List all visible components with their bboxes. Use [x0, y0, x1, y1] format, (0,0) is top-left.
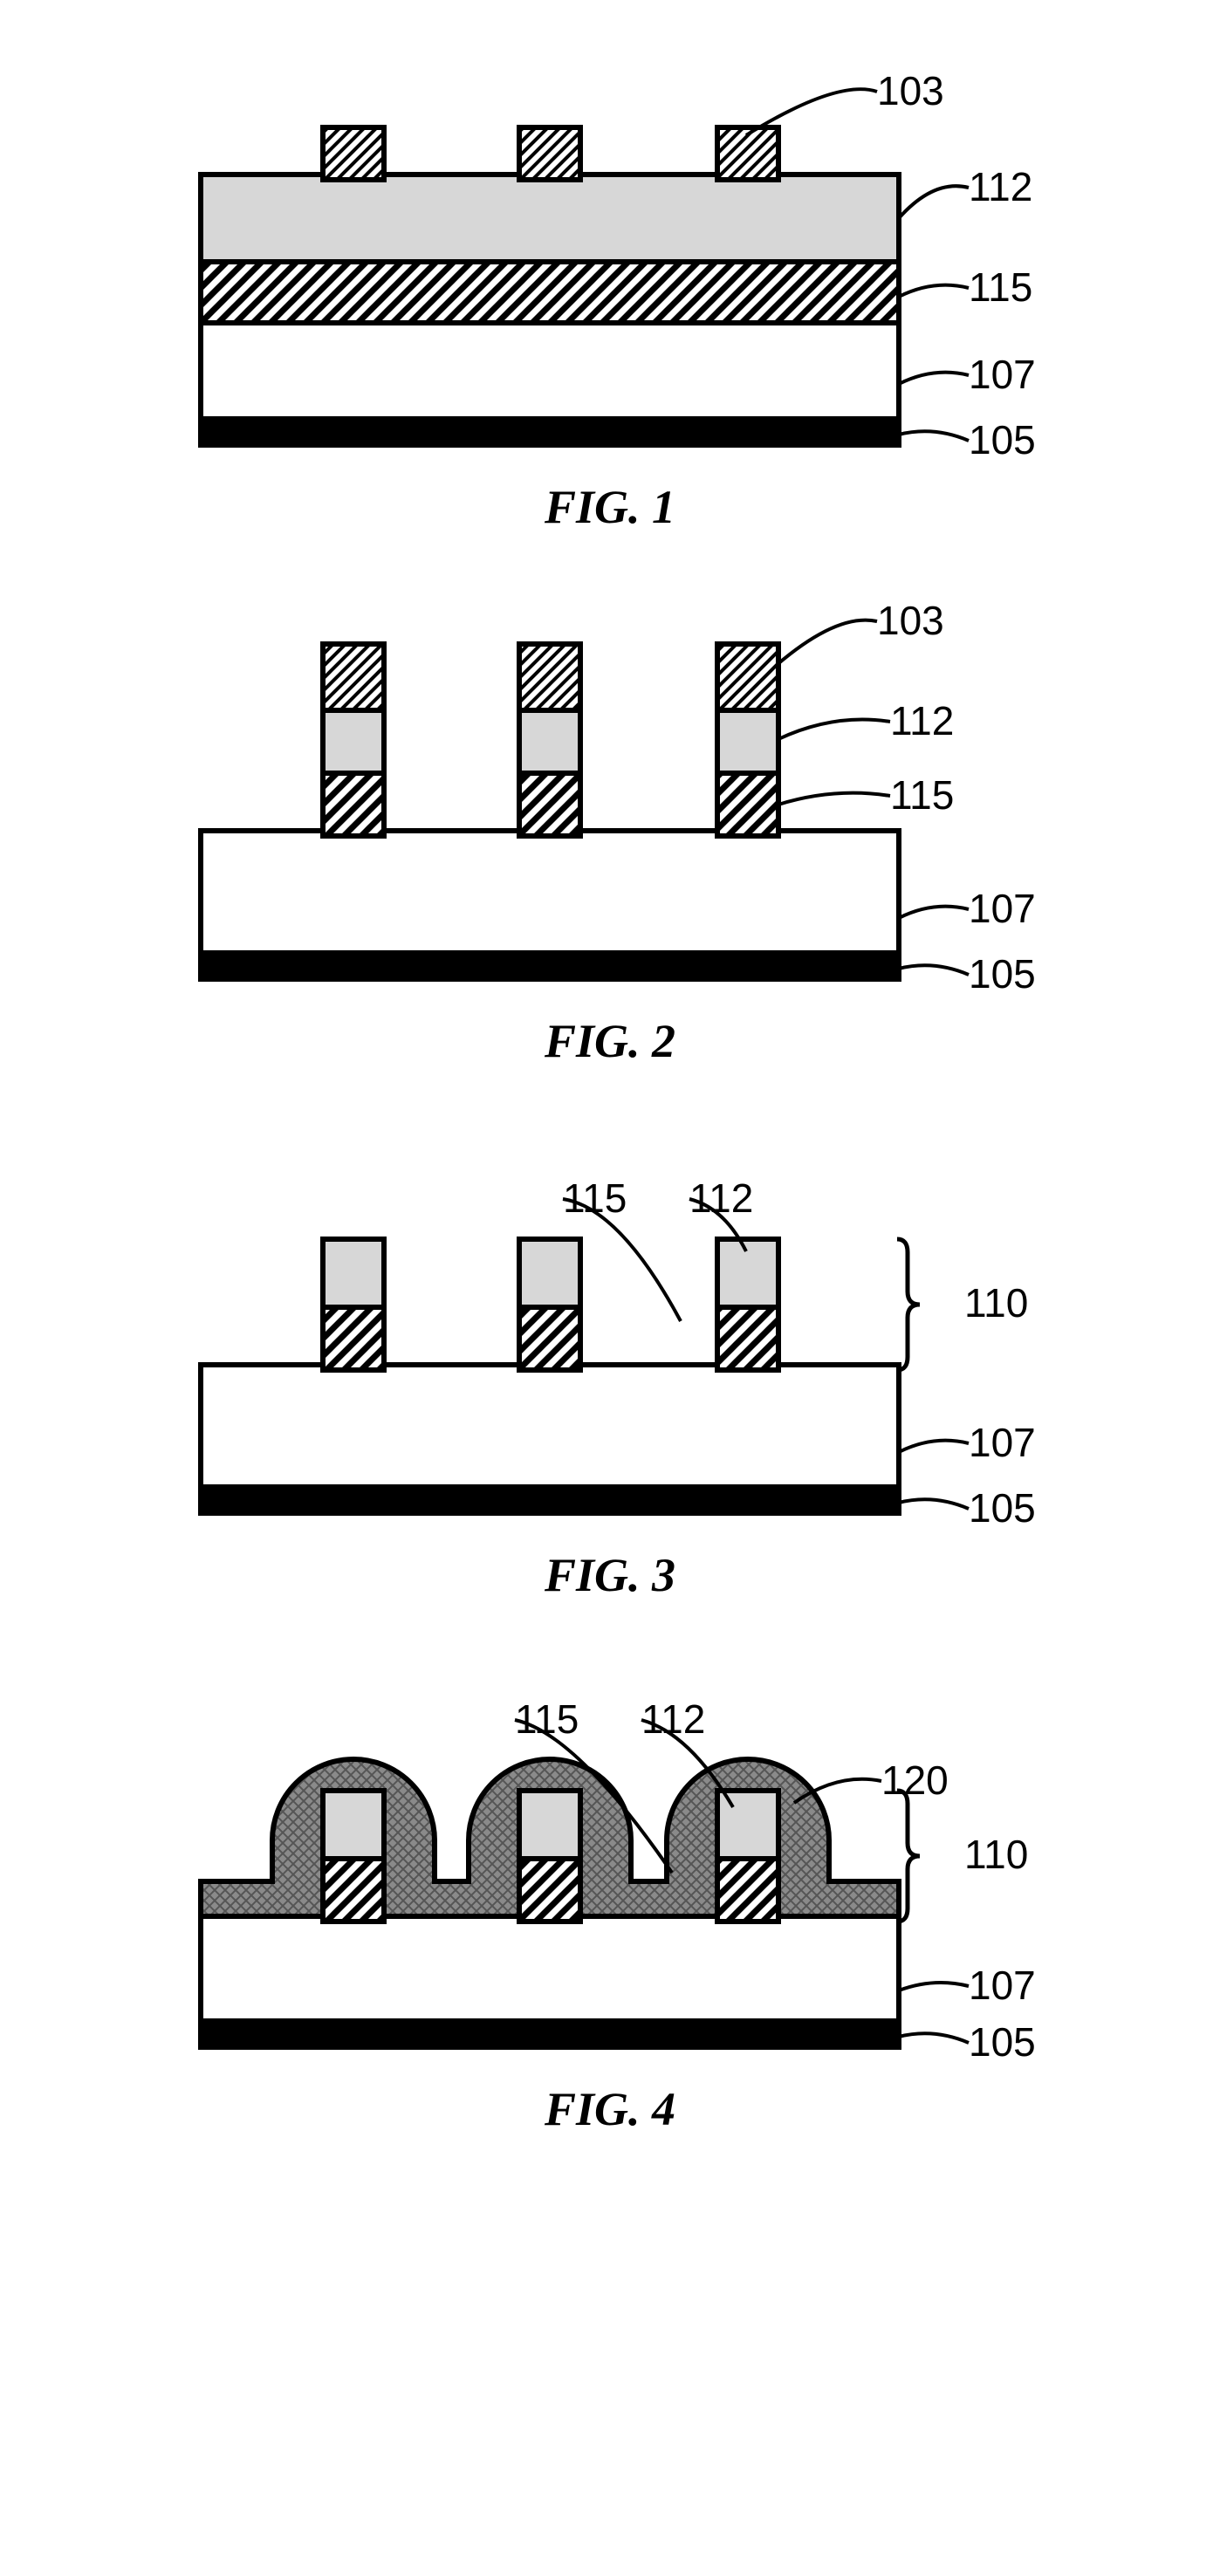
svg-text:105: 105: [969, 951, 1036, 997]
label-115: 115: [515, 1696, 672, 1873]
pillar-112: [323, 1239, 384, 1307]
pillar-115: [519, 1302, 580, 1370]
svg-text:110: 110: [964, 1280, 1028, 1326]
pillar-112: [717, 1239, 778, 1307]
pillar-103: [323, 644, 384, 710]
label-107: 107: [899, 1963, 1036, 2008]
bracket-110: 110: [897, 1239, 1028, 1370]
label-103: 103: [746, 68, 944, 135]
label-105: 105: [899, 951, 1036, 997]
svg-text:107: 107: [969, 352, 1036, 397]
label-107: 107: [899, 886, 1036, 931]
svg-text:107: 107: [969, 886, 1036, 931]
pillar-112: [323, 705, 384, 773]
pillar-115: [717, 1853, 778, 1922]
fig4-caption: FIG. 4: [0, 2082, 1220, 2136]
pillar-112: [717, 1791, 778, 1859]
fig2-caption: FIG. 2: [0, 1014, 1220, 1068]
layer-115: [201, 262, 899, 328]
pillar-112: [323, 1791, 384, 1859]
label-112: 112: [778, 698, 954, 743]
layer-105: [201, 1487, 899, 1513]
layer-107: [201, 831, 899, 958]
label-120: 120: [794, 1757, 949, 1803]
svg-text:107: 107: [969, 1420, 1036, 1465]
block-103: [717, 127, 778, 180]
layer-105: [201, 953, 899, 979]
block-103: [519, 127, 580, 180]
layer-120: [201, 1759, 899, 1916]
pillar-115: [323, 1302, 384, 1370]
svg-text:112: 112: [689, 1175, 753, 1221]
svg-text:112: 112: [890, 698, 954, 743]
pillar-115: [323, 1853, 384, 1922]
svg-text:112: 112: [969, 164, 1032, 209]
label-112: 112: [689, 1175, 753, 1251]
pillar-115: [519, 768, 580, 836]
label-112: 112: [641, 1696, 733, 1807]
fig3: 115 112 107 105 110 FIG. 3: [0, 1120, 1220, 1602]
svg-text:115: 115: [515, 1696, 579, 1742]
layer-107: [201, 1916, 899, 2026]
label-115: 115: [899, 264, 1032, 310]
fig1: 103 112 115 107 105 FIG. 1: [0, 52, 1220, 534]
layer-107: [201, 1365, 899, 1492]
layer-105: [201, 2021, 899, 2047]
pillar-103: [519, 644, 580, 710]
pillar-112: [717, 705, 778, 773]
fig2: 103 112 115 107 105 FIG. 2: [0, 586, 1220, 1068]
label-115: 115: [778, 772, 954, 818]
block-103: [323, 127, 384, 180]
pillar-112: [519, 1239, 580, 1307]
svg-text:110: 110: [964, 1832, 1028, 1877]
svg-text:107: 107: [969, 1963, 1036, 2008]
svg-text:105: 105: [969, 417, 1036, 462]
pillar-115: [519, 1853, 580, 1922]
label-115: 115: [563, 1175, 681, 1321]
svg-text:103: 103: [877, 68, 944, 113]
pillar-115: [717, 768, 778, 836]
svg-text:112: 112: [641, 1696, 705, 1742]
fig1-caption: FIG. 1: [0, 480, 1220, 534]
label-107: 107: [899, 1420, 1036, 1465]
label-105: 105: [899, 417, 1036, 462]
fig3-caption: FIG. 3: [0, 1548, 1220, 1602]
svg-text:103: 103: [877, 598, 944, 643]
label-112: 112: [899, 164, 1032, 218]
pillar-115: [323, 768, 384, 836]
label-103: 103: [777, 598, 944, 665]
pillar-115: [717, 1302, 778, 1370]
svg-text:115: 115: [969, 264, 1032, 310]
fig4: 115 112 120 107 105 110 FIG. 4: [0, 1655, 1220, 2136]
svg-text:115: 115: [563, 1175, 627, 1221]
label-105: 105: [899, 1485, 1036, 1531]
layer-107: [201, 323, 899, 424]
pillar-112: [519, 1791, 580, 1859]
pillar-112: [519, 705, 580, 773]
layer-105: [201, 419, 899, 445]
svg-text:115: 115: [890, 772, 954, 818]
svg-text:120: 120: [881, 1757, 949, 1803]
layer-112: [201, 175, 899, 267]
svg-text:105: 105: [969, 2019, 1036, 2065]
label-107: 107: [899, 352, 1036, 397]
bracket-110: 110: [897, 1791, 1028, 1922]
svg-text:105: 105: [969, 1485, 1036, 1531]
pillar-103: [717, 644, 778, 710]
label-105: 105: [899, 2019, 1036, 2065]
